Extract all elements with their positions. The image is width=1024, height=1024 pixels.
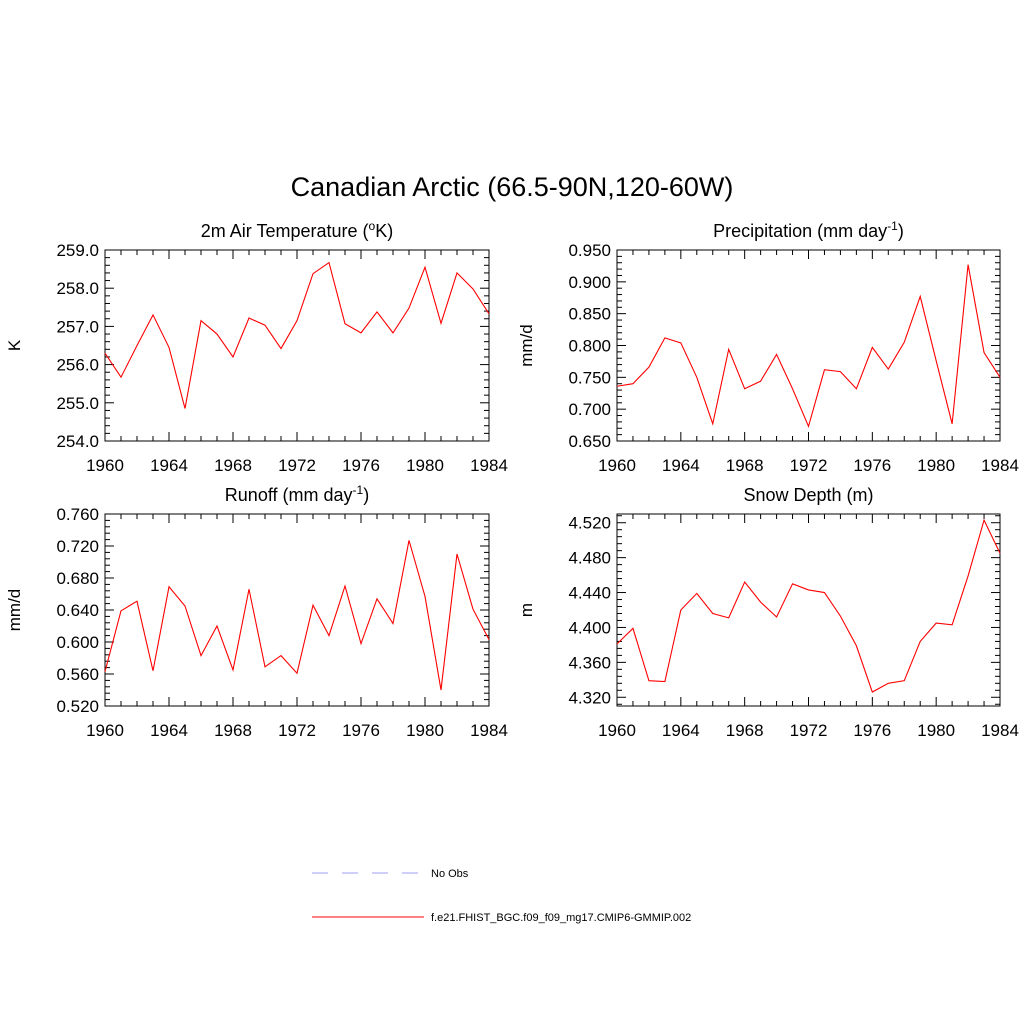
legend: No Obs f.e21.FHIST_BGC.f09_f09_mg17.CMIP6… (312, 868, 691, 924)
y-tick-label: 0.640 (56, 601, 99, 620)
title-main: 2m Air Temperature ( (201, 221, 369, 241)
x-tick-label: 1960 (598, 721, 636, 740)
y-tick-label: 0.560 (56, 665, 99, 684)
y-tick-label: 259.0 (56, 241, 99, 260)
x-tick-label: 1964 (150, 456, 188, 475)
x-tick-label: 1960 (86, 456, 124, 475)
x-tick-label: 1964 (150, 721, 188, 740)
y-tick-label: 0.600 (56, 633, 99, 652)
x-tick-label: 1980 (406, 456, 444, 475)
title-superscript: o (369, 219, 376, 233)
y-tick-label: 0.650 (568, 432, 611, 451)
y-tick-label: 0.950 (568, 241, 611, 260)
y-tick-label: 256.0 (56, 356, 99, 375)
x-tick-label: 1960 (598, 456, 636, 475)
panel-4: 1960 1964 1968 1972 1976 1980 1984 4.320 4.360 4.… (517, 485, 1019, 740)
series-line (104, 261, 490, 409)
x-tick-label: 1976 (853, 456, 891, 475)
y-axis-label: mm/d (5, 589, 24, 632)
x-tick-label: 1968 (214, 456, 252, 475)
y-tick-label: 0.800 (568, 337, 611, 356)
plot-frame (616, 513, 1001, 707)
x-tick-label: 1984 (470, 456, 508, 475)
y-tick-label: 0.680 (56, 569, 99, 588)
x-tick-label: 1968 (726, 456, 764, 475)
x-tick-label: 1972 (278, 721, 316, 740)
plot-frame (104, 513, 490, 707)
title-superscript: -1 (887, 219, 898, 233)
panel-3: 1960 1964 1968 1972 1976 1980 1984 0.520 0.560 0.… (5, 483, 508, 740)
y-tick-label: 257.0 (56, 317, 99, 336)
legend-entry: f.e21.FHIST_BGC.f09_f09_mg17.CMIP6-GMMIP… (312, 912, 691, 924)
y-axis-label: mm/d (517, 324, 536, 367)
x-tick-label: 1964 (662, 721, 700, 740)
y-tick-label: 0.720 (56, 537, 99, 556)
x-tick-label: 1972 (790, 721, 828, 740)
panel-title: Runoff (mm day-1) (225, 483, 369, 505)
panel-title: Snow Depth (m) (743, 485, 873, 505)
y-tick-label: 4.480 (568, 549, 611, 568)
series-line (104, 540, 490, 691)
y-tick-label: 0.900 (568, 273, 611, 292)
x-tick-label: 1972 (790, 456, 828, 475)
title-main: Runoff (mm day (225, 485, 353, 505)
x-tick-label: 1984 (981, 721, 1019, 740)
y-tick-label: 4.400 (568, 618, 611, 637)
title-main: Snow Depth (m) (743, 485, 873, 505)
x-tick-label: 1964 (662, 456, 700, 475)
panels: 1960 1964 1968 1972 1976 1980 1984 254.0 255.0 25… (5, 219, 1019, 740)
y-tick-label: 0.850 (568, 305, 611, 324)
y-tick-label: 4.440 (568, 584, 611, 603)
x-tick-label: 1976 (342, 456, 380, 475)
y-axis-label: K (5, 339, 24, 351)
x-tick-label: 1968 (726, 721, 764, 740)
x-tick-label: 1976 (342, 721, 380, 740)
x-tick-label: 1980 (917, 721, 955, 740)
legend-entry: No Obs (312, 868, 469, 880)
x-tick-label: 1984 (981, 456, 1019, 475)
title-superscript: -1 (353, 483, 364, 497)
y-tick-label: 0.750 (568, 368, 611, 387)
y-tick-label: 4.360 (568, 653, 611, 672)
plot-frame (104, 249, 490, 442)
y-tick-label: 254.0 (56, 432, 99, 451)
y-tick-label: 4.520 (568, 514, 611, 533)
panel-title: 2m Air Temperature (oK) (201, 219, 393, 241)
y-tick-label: 0.700 (568, 400, 611, 419)
series-line (616, 264, 1001, 429)
x-tick-label: 1972 (278, 456, 316, 475)
x-tick-label: 1968 (214, 721, 252, 740)
title-after: ) (898, 221, 904, 241)
legend-label: No Obs (431, 868, 469, 880)
x-tick-label: 1960 (86, 721, 124, 740)
series-line (616, 518, 1001, 693)
title-after: K) (375, 221, 393, 241)
figure-title: Canadian Arctic (66.5-90N,120-60W) (291, 172, 734, 202)
panel-title: Precipitation (mm day-1) (713, 219, 904, 241)
plot-frame (616, 249, 1001, 442)
x-tick-label: 1976 (853, 721, 891, 740)
y-tick-label: 255.0 (56, 394, 99, 413)
title-main: Precipitation (mm day (713, 221, 887, 241)
y-tick-label: 258.0 (56, 279, 99, 298)
x-tick-label: 1980 (406, 721, 444, 740)
y-tick-label: 0.520 (56, 697, 99, 716)
x-tick-label: 1980 (917, 456, 955, 475)
y-tick-label: 4.320 (568, 688, 611, 707)
y-axis-label: m (517, 603, 536, 617)
panel-2: 1960 1964 1968 1972 1976 1980 1984 0.650 0.700 0.… (517, 219, 1019, 475)
x-tick-label: 1984 (470, 721, 508, 740)
legend-label: f.e21.FHIST_BGC.f09_f09_mg17.CMIP6-GMMIP… (431, 912, 691, 924)
title-after: ) (363, 485, 369, 505)
y-tick-label: 0.760 (56, 505, 99, 524)
panel-1: 1960 1964 1968 1972 1976 1980 1984 254.0 255.0 25… (5, 219, 508, 475)
